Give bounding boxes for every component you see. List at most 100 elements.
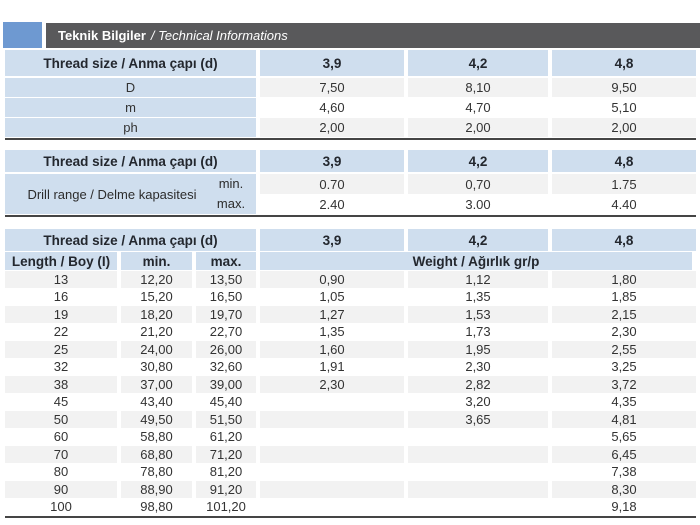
length-cell: 38 xyxy=(5,376,117,393)
row-label: m xyxy=(5,98,256,117)
length-cell: 50 xyxy=(5,411,117,428)
drill-range-label-cell: Drill range / Delme kapasitesi min. max. xyxy=(5,174,256,214)
weight-cell: 1,53 xyxy=(408,306,548,323)
table-row: 22 21,20 22,70 1,35 1,73 2,30 xyxy=(5,324,696,341)
table-cell: 2.40 xyxy=(319,196,345,212)
max-cell: 45,40 xyxy=(209,394,243,410)
page-title: Teknik Bilgiler xyxy=(58,28,146,43)
row-label: D xyxy=(5,78,256,97)
min-cell: 88,90 xyxy=(121,481,192,498)
max-cell: 26,00 xyxy=(196,341,256,358)
max-cell: 81,20 xyxy=(209,464,243,480)
min-cell: 12,20 xyxy=(121,271,192,288)
table-cell: 7,50 xyxy=(260,78,404,97)
length-cell: 16 xyxy=(53,289,69,305)
table-cell: 4,60 xyxy=(319,100,345,115)
weight-cell: 2,15 xyxy=(552,306,696,323)
length-cell: 60 xyxy=(53,429,69,445)
weight-cell: 0,90 xyxy=(260,271,404,288)
min-cell: 78,80 xyxy=(140,464,173,480)
weight-cell: 4,35 xyxy=(611,394,637,410)
max-col-header: max. xyxy=(196,252,256,270)
size-col-header: 3,9 xyxy=(260,229,404,251)
weight-cell: 3,65 xyxy=(408,411,548,428)
max-cell: 101,20 xyxy=(206,499,246,515)
table-cell: 0,70 xyxy=(408,174,548,194)
weight-cell: 1,73 xyxy=(465,324,491,340)
table-row: 50 49,50 51,50 3,65 4,81 xyxy=(5,411,696,428)
max-cell: 91,20 xyxy=(196,481,256,498)
weight-cell xyxy=(408,499,548,516)
table-cell: 4,70 xyxy=(465,100,491,115)
weight-cell: 2,30 xyxy=(611,324,637,340)
weight-cell: 1,05 xyxy=(319,289,345,305)
min-cell: 15,20 xyxy=(140,289,173,305)
min-cell: 24,00 xyxy=(121,341,192,358)
table-cell: 2,00 xyxy=(552,118,696,137)
max-cell: 19,70 xyxy=(196,306,256,323)
size-col-header: 3,9 xyxy=(260,50,404,76)
table-row: 45 43,40 45,40 3,20 4,35 xyxy=(5,394,696,411)
weight-cell xyxy=(408,481,548,498)
table-header-row: Thread size / Anma çapı (d) 3,9 4,2 4,8 xyxy=(5,229,696,251)
length-cell: 22 xyxy=(53,324,69,340)
length-cell: 13 xyxy=(5,271,117,288)
thread-size-header: Thread size / Anma çapı (d) xyxy=(5,50,256,76)
size-col-header: 4,2 xyxy=(408,150,548,172)
weight-cell xyxy=(260,499,404,516)
weight-cell xyxy=(260,429,404,446)
min-col-header: min. xyxy=(121,252,192,270)
brand-color-chip xyxy=(3,22,42,48)
min-cell: 18,20 xyxy=(121,306,192,323)
table-cell: 1.75 xyxy=(552,174,696,194)
weight-cell: 2,30 xyxy=(465,359,491,375)
dimensions-table: Thread size / Anma çapı (d) 3,9 4,2 4,8 … xyxy=(5,50,696,140)
weight-cell xyxy=(408,429,548,446)
weight-cell xyxy=(260,411,404,428)
weight-cell: 5,65 xyxy=(611,429,637,445)
weight-cell: 6,45 xyxy=(552,446,696,463)
weight-cell: 1,95 xyxy=(408,341,548,358)
table-row: 100 98,80 101,20 9,18 xyxy=(5,499,696,516)
weight-cell: 3,72 xyxy=(552,376,696,393)
table-row: 16 15,20 16,50 1,05 1,35 1,85 xyxy=(5,289,696,306)
table-subheader-row: Length / Boy (I) min. max. Weight / Ağır… xyxy=(5,252,696,270)
min-cell: 37,00 xyxy=(121,376,192,393)
weight-cell: 1,35 xyxy=(465,289,491,305)
length-cell: 70 xyxy=(5,446,117,463)
weight-cell: 9,18 xyxy=(611,499,637,515)
weight-cell: 2,82 xyxy=(408,376,548,393)
table-row: D 7,50 8,10 9,50 xyxy=(5,78,696,97)
max-cell: 22,70 xyxy=(209,324,243,340)
weight-cell xyxy=(260,446,404,463)
length-cell: 80 xyxy=(53,464,69,480)
table-row: 90 88,90 91,20 8,30 xyxy=(5,481,696,498)
weight-cell: 3,20 xyxy=(465,394,491,410)
length-cell: 32 xyxy=(53,359,69,375)
max-cell: 32,60 xyxy=(209,359,243,375)
size-col-header: 4,8 xyxy=(552,50,696,76)
table-row: ph 2,00 2,00 2,00 xyxy=(5,118,696,137)
table-header-row: Thread size / Anma çapı (d) 3,9 4,2 4,8 xyxy=(5,150,696,172)
size-col-header: 4,2 xyxy=(408,50,548,76)
table-header-row: Thread size / Anma çapı (d) 3,9 4,2 4,8 xyxy=(5,50,696,76)
weight-cell xyxy=(408,446,548,463)
table-row: 38 37,00 39,00 2,30 2,82 3,72 xyxy=(5,376,696,393)
size-col-header: 4,8 xyxy=(552,229,696,251)
min-cell: 58,80 xyxy=(140,429,173,445)
page-title-translation: / Technical Informations xyxy=(150,28,288,43)
max-cell: 16,50 xyxy=(209,289,243,305)
table-cell: 5,10 xyxy=(611,100,637,115)
max-cell: 13,50 xyxy=(196,271,256,288)
weight-cell: 2,30 xyxy=(260,376,404,393)
weight-cell: 7,38 xyxy=(611,464,637,480)
weight-cell: 2,55 xyxy=(552,341,696,358)
weight-cell: 8,30 xyxy=(552,481,696,498)
table-row: 70 68,80 71,20 6,45 xyxy=(5,446,696,463)
thread-size-header: Thread size / Anma çapı (d) xyxy=(5,150,256,172)
max-label: max. xyxy=(216,196,246,211)
weight-cell: 1,91 xyxy=(319,359,345,375)
length-weight-table: Thread size / Anma çapı (d) 3,9 4,2 4,8 … xyxy=(5,229,696,518)
table-cell: 0.70 xyxy=(260,174,404,194)
weight-cell: 1,60 xyxy=(260,341,404,358)
